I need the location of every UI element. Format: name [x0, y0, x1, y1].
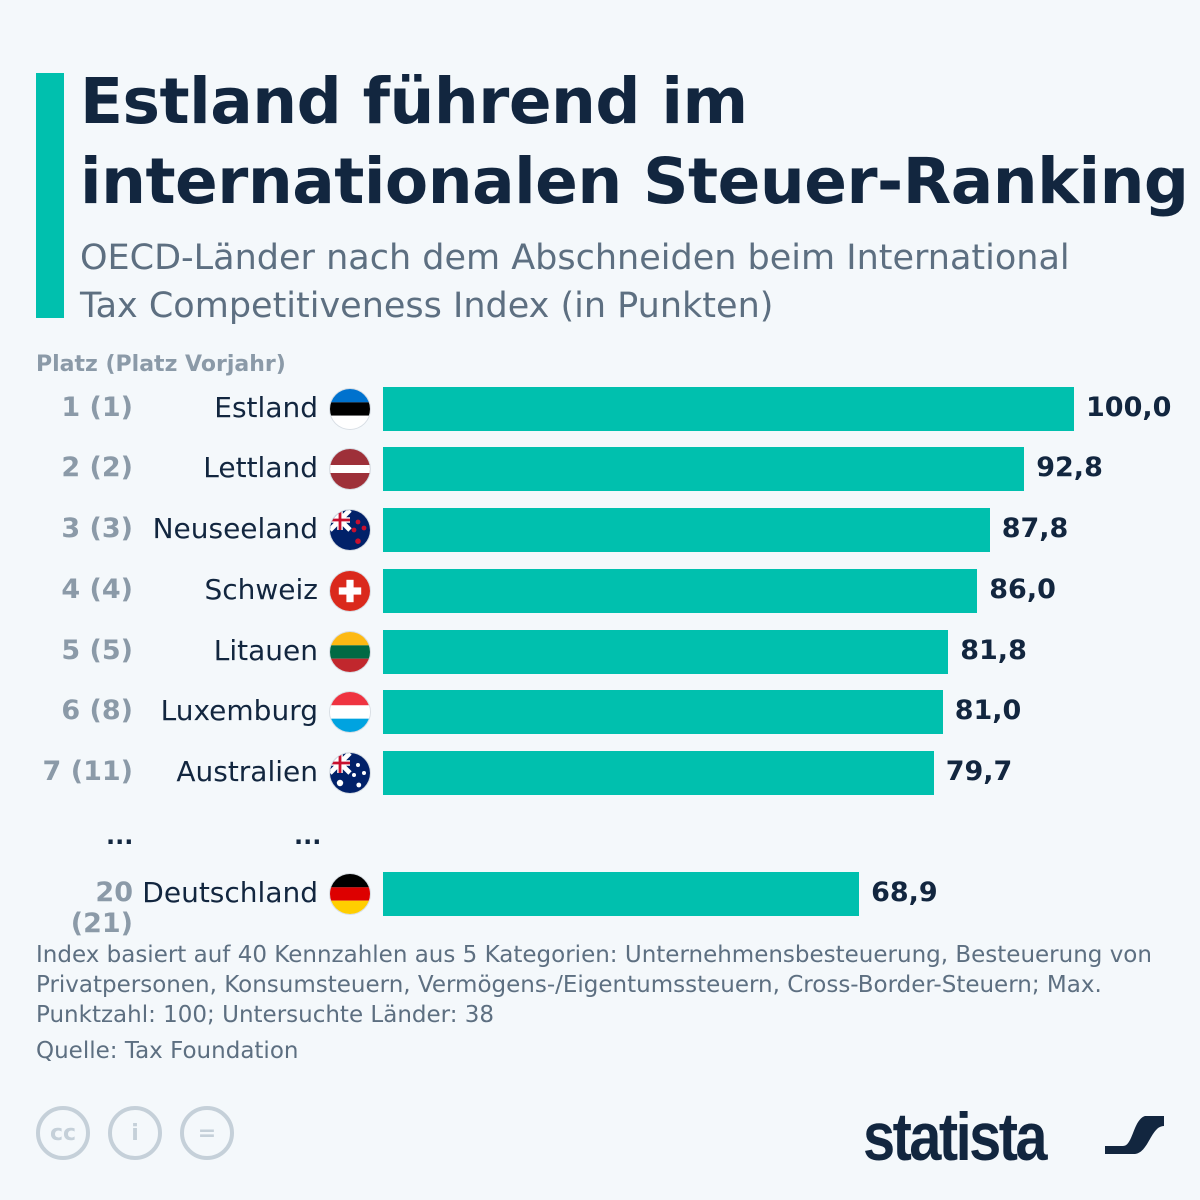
rank-label: 4 (4) — [61, 574, 133, 605]
bar — [383, 387, 1074, 431]
bar — [383, 630, 949, 674]
country-label: Luxemburg — [160, 694, 318, 727]
country-label: Lettland — [203, 451, 318, 484]
rank-label: 6 (8) — [61, 695, 133, 726]
new-zealand-flag-icon — [330, 510, 370, 550]
bar — [383, 751, 934, 795]
luxembourg-flag-icon — [330, 692, 370, 732]
statista-logo[interactable]: statista — [863, 1099, 1048, 1175]
country-label: Australien — [176, 755, 318, 788]
bar — [383, 872, 860, 916]
cc-icon[interactable]: cc — [36, 1106, 90, 1160]
germany-flag-icon — [330, 874, 370, 914]
value-label: 100,0 — [1086, 392, 1172, 423]
rank-label: 1 (1) — [61, 392, 133, 423]
estonia-flag-icon — [330, 389, 370, 429]
country-label: Litauen — [213, 634, 318, 667]
attribution-icon[interactable]: i — [108, 1106, 162, 1160]
bar — [383, 690, 943, 734]
value-label: 81,0 — [954, 695, 1022, 726]
country-label: Neuseeland — [152, 512, 318, 545]
country-label: Estland — [214, 391, 318, 424]
value-label: 86,0 — [989, 574, 1056, 605]
value-label: 92,8 — [1036, 452, 1103, 483]
value-label: 79,7 — [945, 756, 1013, 787]
value-label: 81,8 — [960, 635, 1027, 666]
lithuania-flag-icon — [330, 632, 370, 672]
rank-label: 5 (5) — [61, 635, 133, 666]
rank-label: 2 (2) — [61, 452, 133, 483]
value-label: 68,9 — [871, 877, 938, 908]
bar — [383, 508, 990, 552]
footnote: Index basiert auf 40 Kennzahlen aus 5 Ka… — [36, 942, 1152, 1028]
source: Quelle: Tax Foundation — [36, 1038, 299, 1064]
chart-title: Estland führend im internationalen Steue… — [80, 65, 1189, 218]
accent-bar — [36, 73, 64, 318]
country-label: Deutschland — [142, 876, 318, 909]
value-label: 87,8 — [1001, 513, 1069, 544]
bar — [383, 569, 978, 613]
chart-subtitle: OECD-Länder nach dem Abschneiden beim In… — [80, 238, 1070, 326]
rank-ellipsis: ... — [106, 822, 134, 850]
no-derivatives-icon[interactable]: = — [180, 1106, 234, 1160]
rank-label: 7 (11) — [42, 756, 133, 787]
bar — [383, 447, 1025, 491]
rank-label: 3 (3) — [61, 513, 133, 544]
switzerland-flag-icon — [330, 571, 370, 611]
country-label: Schweiz — [204, 573, 318, 606]
latvia-flag-icon — [330, 449, 370, 489]
australia-flag-icon — [330, 753, 370, 793]
column-header: Platz (Platz Vorjahr) — [36, 352, 286, 377]
rank-label: 20 (21) — [70, 877, 133, 939]
country-ellipsis: ... — [294, 822, 322, 850]
statista-logo-icon — [1105, 1106, 1164, 1164]
